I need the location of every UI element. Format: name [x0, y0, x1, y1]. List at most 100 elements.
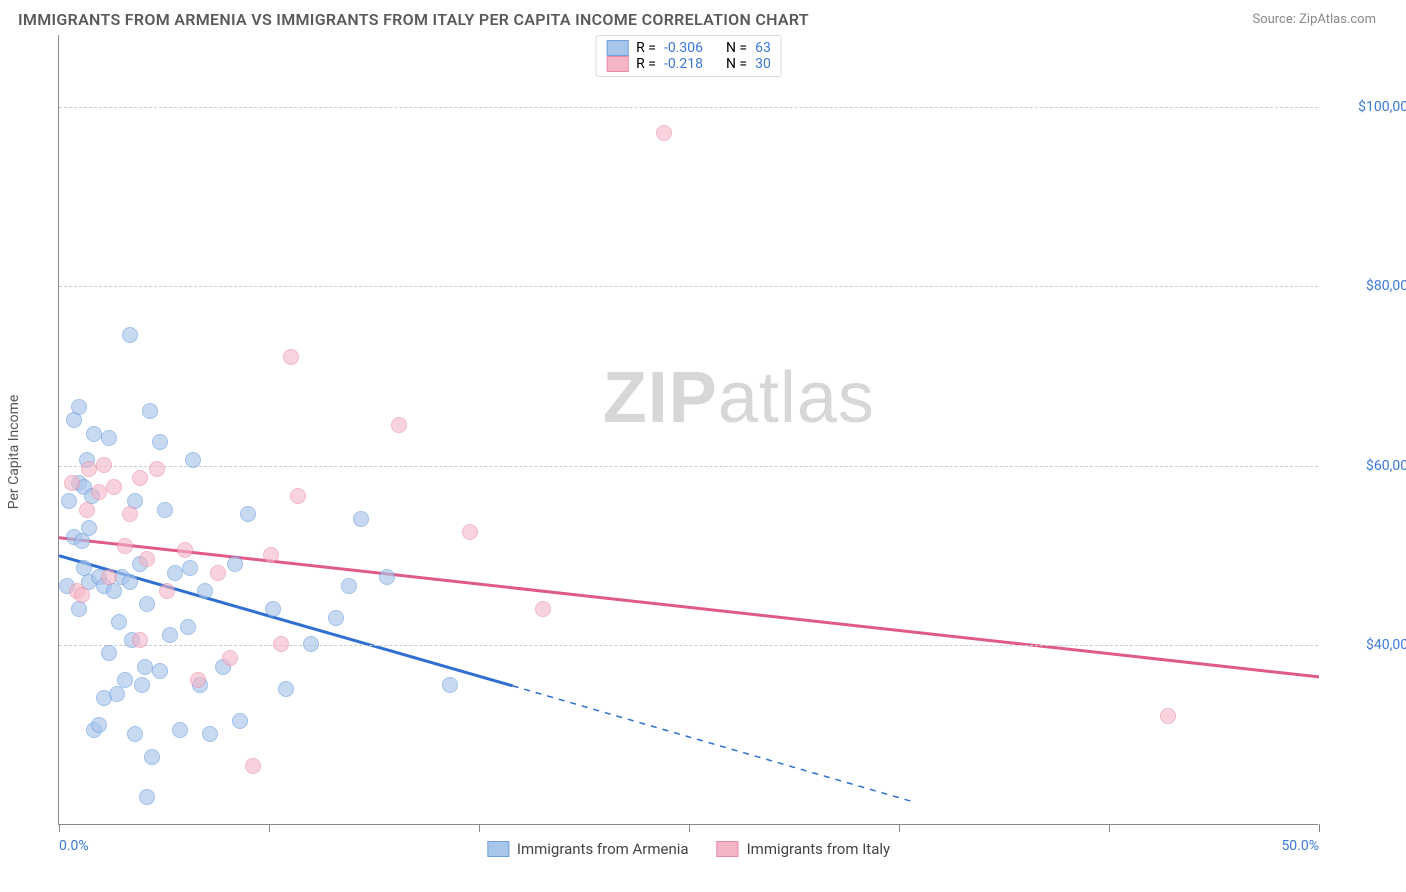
x-tick	[899, 824, 900, 832]
data-point	[61, 493, 77, 509]
data-point	[159, 583, 175, 599]
y-tick-label: $60,000	[1326, 458, 1406, 474]
data-point	[462, 524, 478, 540]
y-tick-label: $80,000	[1326, 278, 1406, 294]
n-value: 63	[755, 40, 771, 56]
data-point	[71, 399, 87, 415]
data-point	[263, 547, 279, 563]
data-point	[101, 569, 117, 585]
trend-line-extrapolated	[513, 686, 916, 803]
data-point	[303, 636, 319, 652]
x-tick	[689, 824, 690, 832]
data-point	[152, 434, 168, 450]
data-point	[353, 511, 369, 527]
legend-item: Immigrants from Armenia	[487, 840, 689, 858]
x-tick	[269, 824, 270, 832]
data-point	[190, 672, 206, 688]
x-tick-label: 0.0%	[59, 838, 89, 854]
data-point	[149, 461, 165, 477]
data-point	[142, 403, 158, 419]
data-point	[273, 636, 289, 652]
trend-line	[59, 538, 1319, 677]
data-point	[197, 583, 213, 599]
data-point	[134, 677, 150, 693]
watermark-atlas: atlas	[718, 358, 875, 438]
x-tick	[479, 824, 480, 832]
data-point	[74, 587, 90, 603]
data-point	[245, 758, 261, 774]
r-label: R =	[636, 56, 656, 72]
x-tick	[59, 824, 60, 832]
data-point	[182, 560, 198, 576]
data-point	[180, 619, 196, 635]
data-point	[122, 574, 138, 590]
data-point	[185, 452, 201, 468]
data-point	[64, 475, 80, 491]
data-point	[101, 430, 117, 446]
source-label: Source: ZipAtlas.com	[1252, 12, 1376, 27]
y-tick-label: $40,000	[1326, 637, 1406, 653]
data-point	[127, 726, 143, 742]
data-point	[139, 789, 155, 805]
r-label: R =	[636, 40, 656, 56]
data-point	[122, 327, 138, 343]
data-point	[106, 479, 122, 495]
legend-swatch	[717, 841, 739, 857]
data-point	[91, 484, 107, 500]
legend-row: R = -0.306 N = 63	[606, 40, 771, 56]
data-point	[442, 677, 458, 693]
data-point	[227, 556, 243, 572]
y-tick-label: $100,000	[1326, 99, 1406, 115]
legend-label: Immigrants from Armenia	[517, 840, 689, 858]
x-tick	[1109, 824, 1110, 832]
data-point	[328, 610, 344, 626]
data-point	[290, 488, 306, 504]
correlation-legend: R = -0.306 N = 63R =-0.218 N =30	[595, 35, 782, 77]
data-point	[117, 672, 133, 688]
data-point	[232, 713, 248, 729]
data-point	[139, 551, 155, 567]
gridline	[59, 466, 1318, 467]
data-point	[341, 578, 357, 594]
series-legend: Immigrants from Armenia Immigrants from I…	[487, 840, 890, 858]
data-point	[379, 569, 395, 585]
r-value: -0.306	[664, 40, 703, 56]
data-point	[222, 650, 238, 666]
watermark: ZIPatlas	[603, 357, 875, 439]
chart-title: IMMIGRANTS FROM ARMENIA VS IMMIGRANTS FR…	[18, 10, 809, 29]
data-point	[167, 565, 183, 581]
data-point	[157, 502, 173, 518]
gridline	[59, 645, 1318, 646]
data-point	[202, 726, 218, 742]
plot-region: ZIPatlas R =-0.306 N =63R =-0.218 N =30 …	[58, 35, 1318, 825]
data-point	[391, 417, 407, 433]
data-point	[132, 470, 148, 486]
legend-swatch	[606, 40, 628, 56]
source-link[interactable]: ZipAtlas.com	[1299, 12, 1376, 27]
data-point	[210, 565, 226, 581]
data-point	[111, 614, 127, 630]
data-point	[101, 645, 117, 661]
legend-label: Immigrants from Italy	[747, 840, 891, 858]
data-point	[283, 349, 299, 365]
y-axis-label: Per Capita Income	[6, 395, 22, 510]
x-tick	[1319, 824, 1320, 832]
legend-swatch	[606, 56, 628, 72]
data-point	[656, 125, 672, 141]
data-point	[144, 749, 160, 765]
data-point	[139, 596, 155, 612]
legend-row: R =-0.218 N =30	[606, 56, 771, 72]
watermark-zip: ZIP	[603, 358, 718, 438]
data-point	[152, 663, 168, 679]
data-point	[79, 502, 95, 518]
legend-swatch	[487, 841, 509, 857]
data-point	[91, 717, 107, 733]
trend-lines	[59, 35, 1319, 825]
n-label: N =	[726, 40, 747, 56]
source-prefix: Source:	[1252, 12, 1299, 27]
data-point	[172, 722, 188, 738]
data-point	[81, 461, 97, 477]
gridline	[59, 286, 1318, 287]
data-point	[132, 632, 148, 648]
data-point	[240, 506, 256, 522]
